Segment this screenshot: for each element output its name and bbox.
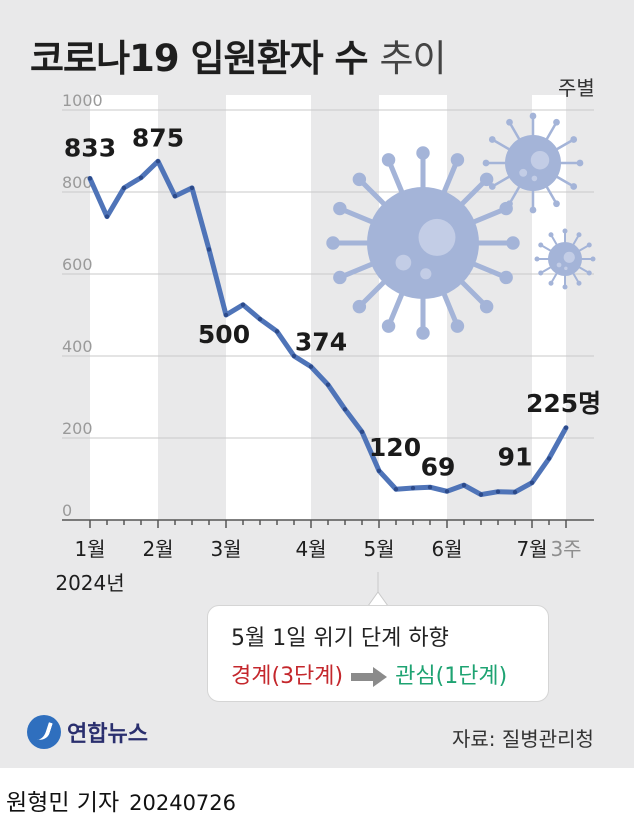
arrow-right-icon	[351, 667, 388, 687]
brand-name: 연합뉴스	[67, 722, 148, 747]
virus-illustration	[326, 112, 596, 340]
publish-date: 20240726	[129, 791, 237, 815]
data-point	[257, 316, 263, 322]
data-point	[121, 185, 127, 191]
byline: 원형민 기자 20240726	[6, 783, 236, 817]
month-band	[90, 95, 158, 520]
x-tick-label: 1월	[74, 537, 105, 561]
stage-from: 경계(3단계)	[231, 664, 344, 689]
data-point	[291, 353, 297, 359]
data-label: 91	[498, 443, 533, 472]
data-point	[359, 429, 365, 435]
data-point	[478, 492, 484, 497]
data-point	[189, 185, 195, 191]
month-bands	[90, 95, 566, 520]
data-point	[274, 329, 280, 334]
data-point	[138, 175, 144, 180]
data-point	[87, 176, 93, 181]
source-label: 자료: 질병관리청	[452, 727, 594, 751]
data-label: 875	[132, 123, 184, 152]
data-point	[512, 489, 518, 495]
callout-stage-change: 경계(3단계) 관심(1단계)	[231, 658, 507, 690]
x-tick-label: 6월	[431, 537, 462, 561]
virus-icon	[326, 146, 520, 340]
stage-to: 관심(1단계)	[395, 664, 508, 689]
data-label: 225명	[526, 389, 601, 418]
x-tick-label: 3월	[210, 537, 241, 561]
y-tick-label: 800	[62, 173, 93, 192]
x-tick-label: 2월	[142, 537, 173, 561]
y-tick-label: 600	[62, 255, 93, 274]
data-point	[427, 485, 433, 490]
data-label: 374	[295, 328, 347, 357]
data-point	[444, 489, 450, 494]
data-point	[206, 247, 212, 252]
x-tick-label: 3주	[550, 537, 581, 561]
data-point	[104, 214, 110, 219]
yonhap-logo-icon	[27, 715, 61, 749]
data-point	[376, 468, 382, 473]
data-point	[223, 312, 229, 318]
data-point	[172, 193, 178, 199]
data-point	[308, 364, 314, 369]
data-point	[393, 487, 399, 492]
callout-pointer	[367, 572, 389, 608]
year-label: 2024년	[55, 571, 124, 595]
virus-icon	[534, 228, 596, 290]
data-point	[342, 407, 348, 412]
data-label: 500	[198, 320, 250, 349]
data-point	[325, 382, 331, 387]
policy-callout: 5월 1일 위기 단계 하향 경계(3단계) 관심(1단계)	[207, 605, 549, 702]
data-label: 69	[421, 453, 456, 482]
data-point	[563, 425, 569, 430]
data-point	[240, 302, 246, 307]
y-tick-label: 1000	[62, 91, 103, 110]
data-label: 120	[369, 433, 421, 462]
y-tick-label: 0	[62, 501, 72, 520]
data-label: 833	[64, 133, 116, 162]
data-point	[529, 480, 535, 485]
y-tick-label: 400	[62, 337, 93, 356]
x-tick-label: 4월	[295, 537, 326, 561]
data-point	[546, 456, 552, 461]
chart-title: 코로나19 입원환자 수 추이	[30, 37, 447, 80]
virus-icon	[482, 112, 584, 214]
x-tick-label: 7월	[516, 537, 547, 561]
reporter-name: 원형민 기자	[6, 790, 120, 816]
x-tick-label: 5월	[363, 537, 394, 561]
data-point	[410, 485, 416, 491]
data-point	[155, 159, 161, 164]
y-tick-label: 200	[62, 419, 93, 438]
data-point	[461, 482, 467, 488]
data-point	[495, 489, 501, 494]
x-axis: 1월 2월 3월 4월 5월 6월 7월 3주 2024년	[55, 520, 582, 608]
callout-headline: 5월 1일 위기 단계 하향	[231, 626, 449, 651]
series-line	[87, 158, 569, 498]
brand-logo: 연합뉴스	[27, 712, 148, 752]
